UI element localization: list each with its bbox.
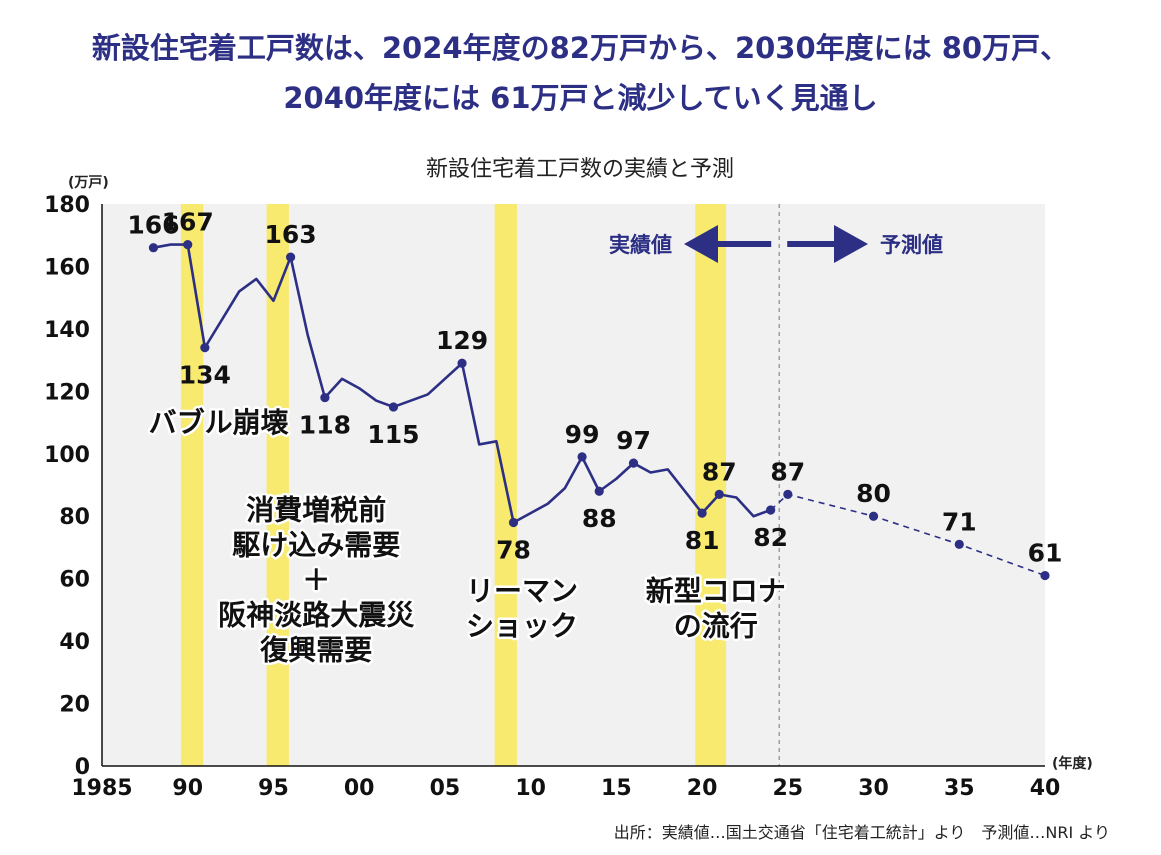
x-axis-unit-label: (年度) — [1052, 755, 1093, 772]
event-highlight-band — [266, 204, 289, 766]
data-label: 71 — [942, 507, 977, 536]
x-tick-label: 1985 — [71, 776, 132, 801]
data-point-marker — [320, 392, 330, 403]
data-point-marker — [868, 511, 879, 521]
actual-arrow-head — [684, 225, 718, 263]
data-point-marker — [1040, 570, 1050, 581]
x-tick-label: 95 — [258, 776, 289, 801]
data-point-marker — [148, 243, 159, 253]
event-annotation: 新型コロナの流行 — [646, 575, 786, 643]
data-point-marker — [577, 452, 587, 462]
data-point-marker — [697, 508, 707, 518]
data-point-marker — [457, 358, 467, 368]
event-annotation: 消費増税前駆け込み需要＋阪神淡路大震災復興需要 — [218, 493, 415, 666]
data-point-marker — [594, 486, 604, 496]
event-annotation-line: バブル崩壊 — [149, 406, 289, 439]
data-label: 167 — [162, 208, 214, 237]
chart-title: 新設住宅着工戸数の実績と予測 — [426, 157, 734, 182]
x-tick-label: 35 — [944, 776, 975, 801]
data-point-marker — [388, 402, 399, 412]
data-label: 115 — [367, 420, 419, 449]
x-tick-label: 10 — [515, 776, 546, 801]
x-tick-label: 20 — [687, 776, 718, 801]
event-annotation-line: の流行 — [674, 610, 758, 643]
data-point-marker — [954, 539, 964, 549]
forecast-arrow-label: 予測値 — [880, 233, 943, 257]
event-annotation-line: ＋ — [302, 563, 330, 596]
y-tick-label: 40 — [59, 630, 90, 655]
x-tick-label: 25 — [773, 776, 804, 801]
data-label: 87 — [702, 457, 737, 486]
y-tick-label: 0 — [75, 755, 90, 780]
y-tick-label: 80 — [59, 505, 90, 530]
data-label: 99 — [565, 420, 600, 449]
data-point-marker — [183, 239, 193, 250]
data-label: 118 — [299, 411, 351, 440]
data-label: 87 — [770, 457, 805, 486]
data-label: 163 — [265, 220, 317, 249]
event-annotation-line: 駆け込み需要 — [232, 528, 400, 561]
y-tick-label: 120 — [44, 380, 90, 405]
event-annotation-line: 消費増税前 — [246, 493, 386, 526]
headline-line-1: 新設住宅着工戸数は、2024年度の82万戸から、2030年度には 80万戸、 — [91, 31, 1070, 65]
event-highlight-band — [180, 204, 204, 766]
y-tick-label: 60 — [59, 568, 90, 593]
event-annotation-line: ショック — [466, 610, 578, 643]
data-point-marker — [714, 489, 724, 499]
data-point-marker — [508, 517, 519, 528]
y-tick-label: 100 — [44, 443, 90, 468]
x-tick-label: 15 — [601, 776, 632, 801]
event-annotation-line: 阪神淡路大震災 — [218, 598, 415, 631]
x-tick-label: 00 — [344, 776, 375, 801]
forecast-arrow-head — [834, 225, 868, 263]
data-label: 82 — [753, 523, 788, 552]
event-annotation: バブル崩壊 — [149, 406, 289, 439]
y-tick-label: 180 — [44, 193, 90, 218]
data-label: 80 — [856, 479, 891, 508]
x-tick-label: 90 — [172, 776, 203, 801]
data-point-marker — [766, 505, 776, 515]
source-note: 出所：実績値…国土交通省「住宅着工統計」より 予測値…NRI より — [614, 823, 1110, 842]
data-label: 78 — [496, 535, 531, 564]
data-label: 134 — [179, 361, 231, 390]
event-annotation: リーマンショック — [466, 575, 578, 643]
actual-forecast-arrows: 実績値 予測値 — [609, 225, 943, 263]
y-tick-label: 20 — [59, 693, 90, 718]
y-tick-label: 140 — [44, 318, 90, 343]
data-point-marker — [628, 458, 639, 468]
data-label: 166 — [127, 211, 179, 240]
data-point-marker — [783, 489, 793, 499]
event-annotation-line: 新型コロナ — [646, 575, 786, 608]
data-label: 81 — [685, 526, 720, 555]
headline-line-2: 2040年度には 61万戸と減少していく見通し — [283, 81, 878, 115]
x-tick-label: 40 — [1030, 776, 1061, 801]
y-axis-unit-label: (万戸) — [68, 175, 109, 191]
data-point-marker — [200, 343, 210, 353]
data-label: 97 — [616, 426, 651, 455]
plot-background — [102, 204, 1045, 766]
data-label: 88 — [582, 504, 617, 533]
actual-arrow-label: 実績値 — [609, 233, 672, 257]
event-highlight-band — [695, 204, 727, 766]
data-label: 129 — [436, 326, 488, 355]
y-tick-label: 160 — [44, 255, 90, 280]
data-label: 61 — [1028, 539, 1063, 568]
event-annotation-line: 復興需要 — [259, 633, 372, 666]
x-tick-label: 30 — [858, 776, 889, 801]
x-tick-label: 05 — [430, 776, 461, 801]
event-annotation-line: リーマン — [466, 575, 578, 608]
data-point-marker — [286, 252, 296, 262]
